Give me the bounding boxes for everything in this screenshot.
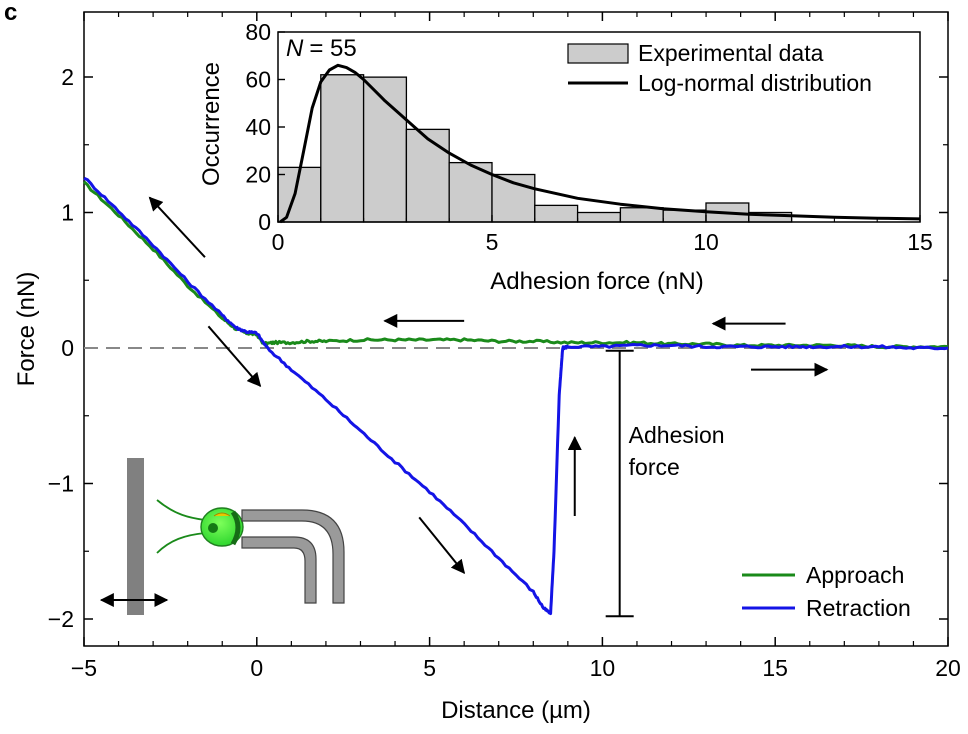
legend-experimental-swatch <box>567 43 629 64</box>
bacterium-attachment <box>230 510 241 546</box>
y-tick-label: 1 <box>61 200 74 226</box>
histogram-bar <box>320 74 365 223</box>
x-tick-label: 5 <box>423 655 436 681</box>
series-line-retraction <box>83 176 949 616</box>
inset-x-axis-label: Adhesion force (nN) <box>490 268 703 295</box>
inset-n-symbol: N <box>286 35 304 62</box>
inset-y-tick-label: 20 <box>245 162 271 188</box>
direction-arrows <box>148 196 829 575</box>
x-axis-label: Distance (µm) <box>441 697 591 724</box>
panel-label: c <box>4 0 17 26</box>
x-tick-label: −5 <box>71 655 97 681</box>
main-series-lines <box>82 176 949 616</box>
x-tick-label: 15 <box>762 655 788 681</box>
y-tick-label: −1 <box>48 471 74 497</box>
y-tick-label: 2 <box>61 64 74 90</box>
histogram-bar <box>576 211 622 223</box>
cantilever-inner <box>241 536 317 604</box>
inset-x-tick-label: 15 <box>907 229 933 255</box>
y-tick-label: 0 <box>61 335 74 361</box>
substrate-bar <box>127 458 144 615</box>
bacterium-cell <box>200 507 244 547</box>
main-legend: Approach Retraction <box>742 562 911 621</box>
inset-histogram: 0 5 10 15 0 20 40 60 80 N = 55 Adhesion force (nN… <box>198 19 933 295</box>
inset-axis-ticks: 0 5 10 15 0 20 40 60 80 <box>245 19 932 255</box>
lognormal-curve <box>279 63 921 224</box>
inset-y-tick-label: 80 <box>245 19 271 45</box>
bacterium-flagellum-lower <box>156 532 206 554</box>
inset-y-axis-label: Occurrence <box>198 62 225 186</box>
x-tick-label: 10 <box>590 655 616 681</box>
y-tick-label: −2 <box>48 606 74 632</box>
direction-arrow-icon <box>148 196 206 258</box>
x-tick-label: 0 <box>250 655 263 681</box>
inset-x-tick-label: 10 <box>693 229 719 255</box>
inset-y-tick-label: 60 <box>245 67 271 93</box>
bacterium-cap <box>213 512 231 517</box>
inset-lognormal-curve <box>279 63 921 224</box>
main-axis-ticks: −5 0 5 10 15 20 −2 −1 0 1 2 <box>48 12 961 681</box>
y-axis-label: Force (nN) <box>13 272 40 387</box>
legend-approach-label: Approach <box>806 562 904 588</box>
legend-lognormal-label: Log-normal distribution <box>638 70 872 96</box>
direction-arrow-icon <box>207 325 262 387</box>
histogram-bar <box>619 207 664 223</box>
bacterium-nucleus <box>208 523 218 533</box>
inset-x-tick-label: 5 <box>486 229 499 255</box>
x-tick-label: 20 <box>935 655 961 681</box>
inset-y-tick-label: 0 <box>258 209 271 235</box>
legend-retraction-label: Retraction <box>806 595 911 621</box>
inset-x-tick-label: 0 <box>272 229 285 255</box>
afm-schematic-illustration <box>127 458 345 615</box>
adhesion-label-line2: force <box>629 454 680 480</box>
bacterium-flagellum-upper <box>156 499 206 521</box>
main-plot-frame <box>83 11 949 647</box>
legend-experimental-label: Experimental data <box>638 40 824 66</box>
adhesion-label-line1: Adhesion <box>629 422 725 448</box>
adhesion-force-annotation: Adhesion force <box>605 349 725 618</box>
inset-legend: Experimental data Log-normal distributio… <box>567 40 872 96</box>
histogram-bar <box>405 128 450 223</box>
inset-y-tick-label: 40 <box>245 114 271 140</box>
histogram-bar <box>534 204 579 223</box>
inset-n-value: = 55 <box>309 35 356 62</box>
inset-n-annotation: N = 55 <box>286 35 357 62</box>
cantilever-outer <box>241 509 345 604</box>
direction-arrow-icon <box>418 516 466 575</box>
